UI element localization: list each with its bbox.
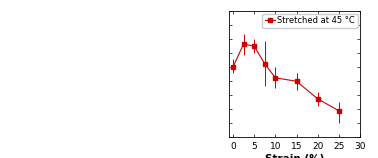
- Y-axis label: κ (W m⁻¹ K⁻¹): κ (W m⁻¹ K⁻¹): [200, 41, 209, 107]
- X-axis label: Strain (%): Strain (%): [265, 154, 324, 158]
- Legend: Stretched at 45 °C: Stretched at 45 °C: [262, 14, 358, 27]
